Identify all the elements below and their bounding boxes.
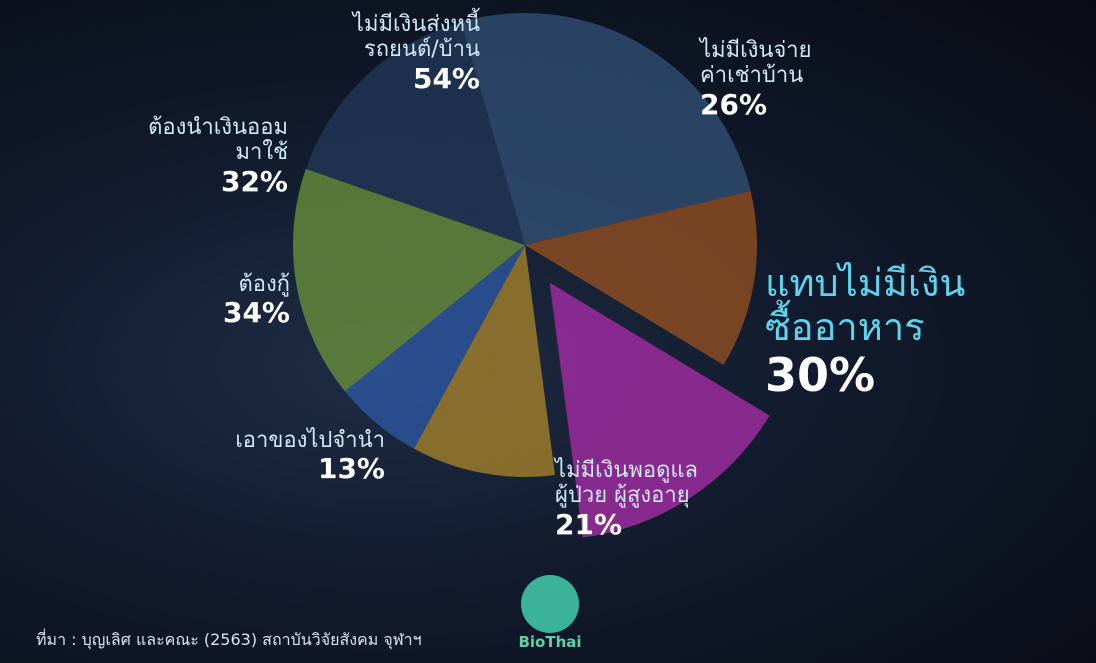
pie-slice: [525, 191, 758, 365]
slice-label: เอาของไปจำนำ 13%: [215, 428, 385, 485]
slice-label: ไม่มีเงินส่งหนี้ รถยนต์/บ้าน 54%: [330, 12, 480, 95]
logo: BioThai: [516, 575, 584, 651]
logo-mark: [521, 575, 579, 633]
source-note: ที่มา : บุญเลิศ และคณะ (2563) สถาบันวิจั…: [36, 630, 422, 649]
category-label: ต้องนำเงินออม มาใช้: [148, 115, 288, 166]
slice-label: ไม่มีเงินจ่าย ค่าเช่าบ้าน 26%: [700, 38, 812, 121]
value-label: 13%: [317, 452, 385, 486]
pie-slice: [549, 282, 770, 538]
pie-slice: [461, 12, 751, 245]
category-label: ไม่มีเงินจ่าย ค่าเช่าบ้าน: [700, 38, 812, 89]
value-label: 54%: [412, 61, 480, 95]
category-label: ไม่มีเงินส่งหนี้ รถยนต์/บ้าน: [352, 12, 480, 63]
category-label: เอาของไปจำนำ: [235, 428, 385, 453]
category-label: แทบไม่มีเงิน ซื้ออาหาร: [765, 261, 966, 349]
pie-slice: [305, 21, 525, 245]
value-label: 21%: [555, 507, 623, 541]
value-label: 26%: [700, 87, 768, 121]
slice-label: ไม่มีเงินพอดูแล ผู้ป่วย ผู้สูงอายุ 21%: [555, 458, 698, 541]
slice-label: แทบไม่มีเงิน ซื้ออาหาร 30%: [765, 261, 966, 403]
value-label: 30%: [765, 348, 876, 403]
pie-slice: [293, 168, 525, 392]
value-label: 34%: [222, 296, 290, 330]
pie-slice: [345, 245, 525, 449]
category-label: ไม่มีเงินพอดูแล ผู้ป่วย ผู้สูงอายุ: [555, 458, 699, 509]
value-label: 32%: [220, 164, 288, 198]
slice-label: ต้องนำเงินออม มาใช้ 32%: [118, 115, 288, 198]
logo-text: BioThai: [518, 633, 582, 651]
slice-label: ต้องกู้ 34%: [215, 272, 290, 329]
pie-slice: [414, 245, 555, 477]
category-label: ต้องกู้: [238, 272, 290, 297]
